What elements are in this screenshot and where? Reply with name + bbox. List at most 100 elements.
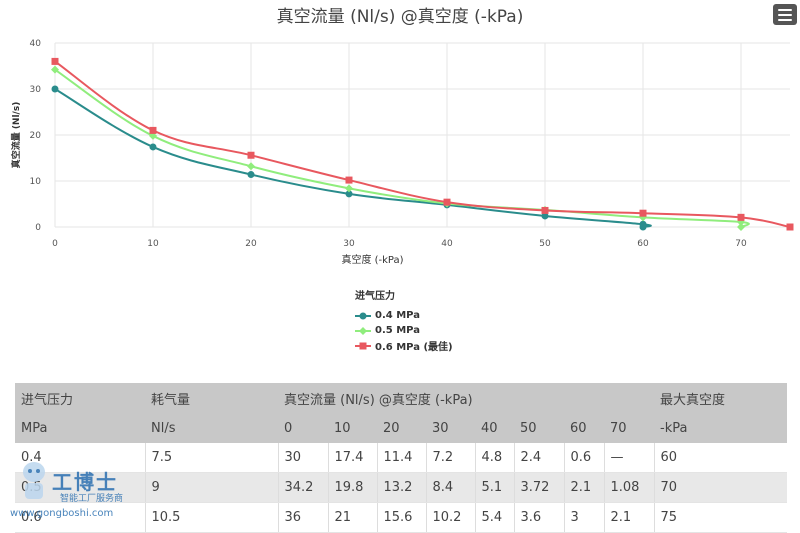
chart-title: 真空流量 (Nl/s) @真空度 (-kPa) xyxy=(276,7,524,27)
data-point-circle xyxy=(345,190,353,198)
legend-title: 进气压力 xyxy=(355,291,395,302)
unit-cell: 30 xyxy=(426,413,475,443)
data-point-square xyxy=(541,206,549,214)
value-cell: 19.8 xyxy=(327,472,377,503)
value-cell: 3.72 xyxy=(513,472,564,503)
x-tick-label: 10 xyxy=(147,239,159,249)
pressure-cell: 0.4 xyxy=(15,443,145,473)
header-cell: 进气压力 xyxy=(15,383,145,413)
x-tick-label: 40 xyxy=(441,239,453,249)
value-cell: 2.1 xyxy=(603,502,654,533)
unit-cell: 20 xyxy=(377,413,426,443)
table-header-row: 进气压力 耗气量 真空流量 (Nl/s) @真空度 (-kPa) 最大真空度 xyxy=(15,383,787,413)
value-cell: 10.5 xyxy=(144,502,278,533)
legend-item-0-5mpa[interactable]: 0.5 MPa xyxy=(355,323,453,338)
chart-legend: 进气压力 0.4 MPa 0.5 MPa 0.6 MPa (最佳) xyxy=(355,287,453,353)
value-cell: 3.6 xyxy=(513,502,564,533)
x-tick-label: 50 xyxy=(539,239,551,249)
unit-cell: 40 xyxy=(475,413,514,443)
legend-item-0-4mpa[interactable]: 0.4 MPa xyxy=(355,308,453,323)
value-cell: 2.1 xyxy=(563,472,604,503)
data-point-square xyxy=(639,209,647,217)
unit-cell: 70 xyxy=(604,413,654,443)
value-cell: 11.4 xyxy=(376,443,426,473)
legend-item-0-6mpa[interactable]: 0.6 MPa (最佳) xyxy=(355,338,453,353)
value-cell: 34.2 xyxy=(277,472,328,503)
value-cell: — xyxy=(603,443,654,473)
value-cell: 75 xyxy=(653,502,787,533)
unit-cell: Nl/s xyxy=(145,413,278,443)
table-row: 0.5 9 34.2 19.8 13.2 8.4 5.1 3.72 2.1 1.08 70 xyxy=(15,472,787,503)
legend-symbol-circle xyxy=(355,312,371,319)
value-cell: 5.1 xyxy=(474,472,514,503)
y-axis-label: 真空流量 (Nl/s) xyxy=(10,102,22,169)
data-point-square xyxy=(51,57,59,65)
data-point-diamond xyxy=(247,162,255,171)
unit-cell: -kPa xyxy=(654,413,787,443)
data-point-circle xyxy=(51,85,59,93)
spec-table-container: 进气压力 耗气量 真空流量 (Nl/s) @真空度 (-kPa) 最大真空度 M… xyxy=(15,383,787,533)
unit-cell: 50 xyxy=(514,413,564,443)
data-point-square xyxy=(443,198,451,206)
hamburger-menu-icon xyxy=(778,9,792,11)
value-cell: 9 xyxy=(144,472,278,503)
data-point-square xyxy=(345,176,353,184)
x-tick-label: 20 xyxy=(245,239,257,249)
y-tick-label: 40 xyxy=(30,39,42,49)
table-row: 0.6 10.5 36 21 15.6 10.2 5.4 3.6 3 2.1 75 xyxy=(15,502,787,533)
header-cell: 最大真空度 xyxy=(654,383,787,413)
legend-label: 0.5 MPa xyxy=(375,325,420,336)
value-cell: 7.2 xyxy=(425,443,475,473)
y-tick-label: 20 xyxy=(30,131,42,141)
value-cell: 10.2 xyxy=(425,502,475,533)
value-cell: 0.6 xyxy=(563,443,604,473)
legend-symbol-diamond xyxy=(355,326,371,335)
data-point-square xyxy=(737,213,745,221)
data-point-circle xyxy=(149,143,157,151)
x-tick-label: 30 xyxy=(343,239,355,249)
series-line-1 xyxy=(54,68,750,228)
x-axis-label: 真空度 (-kPa) xyxy=(341,253,403,266)
value-cell: 1.08 xyxy=(603,472,654,503)
value-cell: 17.4 xyxy=(327,443,377,473)
y-tick-label: 30 xyxy=(30,85,42,95)
unit-cell: 0 xyxy=(278,413,328,443)
legend-symbol-square xyxy=(355,342,371,349)
value-cell: 5.4 xyxy=(474,502,514,533)
unit-cell: 60 xyxy=(564,413,604,443)
data-point-square xyxy=(149,126,157,134)
y-tick-label: 10 xyxy=(30,177,42,187)
value-cell: 8.4 xyxy=(425,472,475,503)
chart-menu-button[interactable] xyxy=(773,4,797,25)
value-cell: 70 xyxy=(653,472,787,503)
data-point-diamond xyxy=(51,65,59,74)
spec-table: 进气压力 耗气量 真空流量 (Nl/s) @真空度 (-kPa) 最大真空度 M… xyxy=(15,383,787,533)
x-tick-label: 0 xyxy=(52,239,58,249)
data-point-circle xyxy=(247,171,255,179)
value-cell: 2.4 xyxy=(513,443,564,473)
data-point-circle xyxy=(541,212,549,220)
data-point-circle xyxy=(639,223,647,231)
data-point-square xyxy=(247,151,255,159)
value-cell: 15.6 xyxy=(376,502,426,533)
legend-label: 0.6 MPa (最佳) xyxy=(375,342,453,353)
series-line-2 xyxy=(54,60,791,228)
table-unit-row: MPa Nl/s 0 10 20 30 40 50 60 70 -kPa xyxy=(15,413,787,443)
header-cell: 耗气量 xyxy=(145,383,278,413)
data-point-diamond xyxy=(345,184,353,193)
value-cell: 7.5 xyxy=(144,443,278,473)
unit-cell: 10 xyxy=(328,413,377,443)
value-cell: 21 xyxy=(327,502,377,533)
data-point-diamond xyxy=(737,223,745,231)
data-point-square xyxy=(786,223,794,231)
value-cell: 60 xyxy=(653,443,787,473)
series-line-0 xyxy=(54,88,652,228)
value-cell: 36 xyxy=(277,502,328,533)
data-point-diamond xyxy=(149,131,157,140)
legend-label: 0.4 MPa xyxy=(375,310,420,321)
x-tick-label: 70 xyxy=(735,239,747,249)
table-row: 0.4 7.5 30 17.4 11.4 7.2 4.8 2.4 0.6—60 xyxy=(15,443,787,473)
x-tick-label: 60 xyxy=(637,239,649,249)
value-cell: 4.8 xyxy=(474,443,514,473)
pressure-cell: 0.6 xyxy=(15,502,145,533)
